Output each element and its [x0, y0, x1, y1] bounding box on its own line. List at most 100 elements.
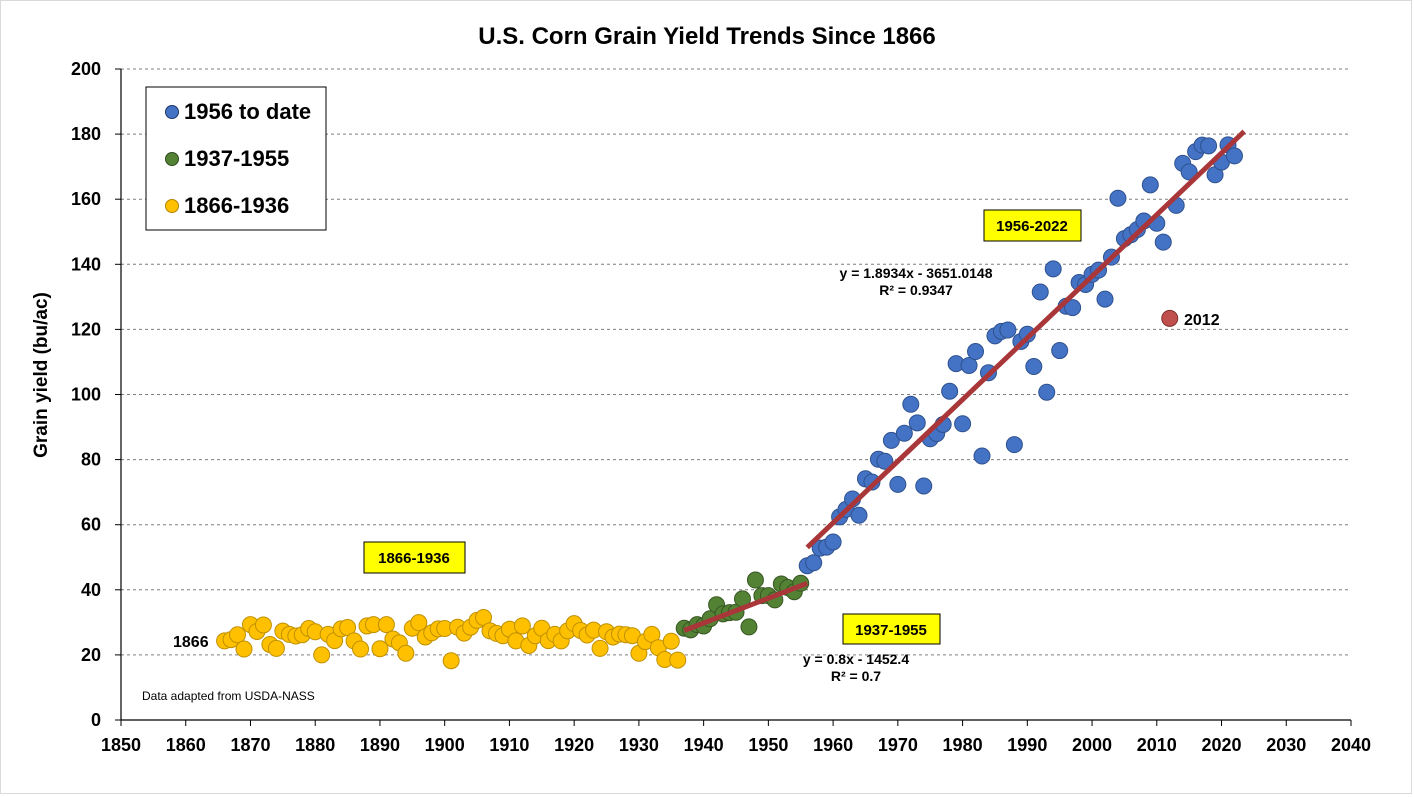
legend: 1956 to date 1937-1955 1866-1936: [145, 86, 327, 231]
point-1866-1936: [591, 639, 609, 657]
trendline-1937-1955: [683, 580, 809, 633]
x-tick-label: 1860: [166, 735, 206, 755]
x-tick-label: 1980: [943, 735, 983, 755]
legend-label-1956-to-date: 1956 to date: [184, 99, 311, 124]
point-1956-to-date: [824, 533, 842, 551]
x-tick-label: 2040: [1331, 735, 1371, 755]
point-1956-to-date: [1154, 233, 1172, 251]
legend-label-1866-1936: 1866-1936: [184, 193, 289, 218]
point-1956-to-date: [1109, 189, 1127, 207]
point-1956-to-date: [915, 477, 933, 495]
x-tick-label: 2030: [1266, 735, 1306, 755]
point-1956-to-date: [1005, 436, 1023, 454]
point-1866-1936: [669, 651, 687, 669]
data-points: [216, 136, 1243, 670]
point-1956-to-date: [1180, 163, 1198, 181]
point-1866-1936: [662, 632, 680, 650]
y-tick-label: 180: [71, 124, 101, 144]
legend-label-1937-1955: 1937-1955: [184, 146, 289, 171]
point-1956-to-date: [1096, 290, 1114, 308]
trendline-r2-1956-2022: R² = 0.9347: [879, 282, 953, 298]
point-1956-to-date: [954, 415, 972, 433]
point-1956-to-date: [1031, 283, 1049, 301]
tag-1956-2022: 1956-2022: [983, 209, 1082, 242]
point-1956-to-date: [1038, 383, 1056, 401]
point-1866-1936: [254, 616, 272, 634]
x-tick-label: 1940: [684, 735, 724, 755]
point-1866-1936: [410, 614, 428, 632]
x-tick-label: 1920: [554, 735, 594, 755]
x-tick-label: 1890: [360, 735, 400, 755]
point-1937-1955: [746, 571, 764, 589]
x-tick-label: 1950: [748, 735, 788, 755]
point-1866-1936: [352, 640, 370, 658]
point-1956-to-date: [850, 506, 868, 524]
point-1956-to-date: [941, 382, 959, 400]
y-tick-label: 20: [81, 645, 101, 665]
tag-text-1937-1955: 1937-1955: [855, 622, 927, 639]
x-tick-label: 1970: [878, 735, 918, 755]
point-1866-1936: [235, 640, 253, 658]
x-tick-label: 1850: [101, 735, 141, 755]
tag-box-1866-1936: [363, 541, 466, 574]
trendline-equation-1956-2022: y = 1.8934x - 3651.0148: [840, 265, 993, 281]
point-1866-1936: [229, 626, 247, 644]
y-tick-label: 80: [81, 450, 101, 470]
tag-box-1937-1955: [842, 613, 941, 645]
y-tick-label: 0: [91, 710, 101, 730]
point-1956-to-date: [889, 475, 907, 493]
point-1866-1936: [313, 646, 331, 664]
tag-1937-1955: 1937-1955: [842, 613, 941, 645]
point-1956-to-date: [960, 357, 978, 375]
legend-marker-1866-1936: [165, 199, 179, 213]
trendline-equation-1937-1955: y = 0.8x - 1452.4: [803, 651, 909, 667]
label-1866: 1866: [173, 634, 209, 651]
x-tick-label: 1900: [425, 735, 465, 755]
point-2012: [1161, 309, 1179, 327]
y-tick-label: 60: [81, 515, 101, 535]
point-1866-1936: [513, 617, 531, 635]
point-1956-to-date: [973, 447, 991, 465]
point-1956-to-date: [999, 321, 1017, 339]
point-1956-to-date: [1025, 358, 1043, 376]
chart-title: U.S. Corn Grain Yield Trends Since 1866: [478, 23, 936, 50]
x-tick-label: 2020: [1202, 735, 1242, 755]
y-tick-label: 200: [71, 59, 101, 79]
trendlines: [683, 129, 1246, 633]
legend-marker-1956-to-date: [165, 105, 179, 119]
point-1956-to-date: [1141, 176, 1159, 194]
x-tick-label: 1960: [813, 735, 853, 755]
point-1956-to-date: [895, 424, 913, 442]
tag-text-1866-1936: 1866-1936: [378, 550, 450, 567]
point-1956-to-date: [805, 554, 823, 572]
point-1956-to-date: [1200, 137, 1218, 155]
source-note: Data adapted from USDA-NASS: [142, 689, 315, 703]
point-1956-to-date: [1044, 260, 1062, 278]
x-tick-label: 1880: [295, 735, 335, 755]
point-1956-to-date: [967, 343, 985, 361]
y-tick-label: 40: [81, 580, 101, 600]
label-2012: 2012: [1184, 312, 1220, 329]
x-tick-label: 2000: [1072, 735, 1112, 755]
x-tick-label: 2010: [1137, 735, 1177, 755]
trendline-1956-2022: [805, 129, 1246, 550]
tag-1866-1936: 1866-1936: [363, 541, 466, 574]
point-1956-to-date: [876, 452, 894, 470]
tag-box-1956-2022: [983, 209, 1082, 242]
point-1937-1955: [740, 618, 758, 636]
point-1866-1936: [442, 652, 460, 670]
x-tick-label: 1990: [1007, 735, 1047, 755]
x-tick-label: 1930: [619, 735, 659, 755]
point-1956-to-date: [908, 414, 926, 432]
tag-text-1956-2022: 1956-2022: [996, 218, 1068, 235]
point-1956-to-date: [882, 431, 900, 449]
y-axis-label: Grain yield (bu/ac): [31, 292, 52, 458]
y-tick-label: 100: [71, 385, 101, 405]
legend-marker-1937-1955: [165, 152, 179, 166]
point-1956-to-date: [1225, 147, 1243, 165]
point-1956-to-date: [902, 395, 920, 413]
point-1956-to-date: [1018, 325, 1036, 343]
